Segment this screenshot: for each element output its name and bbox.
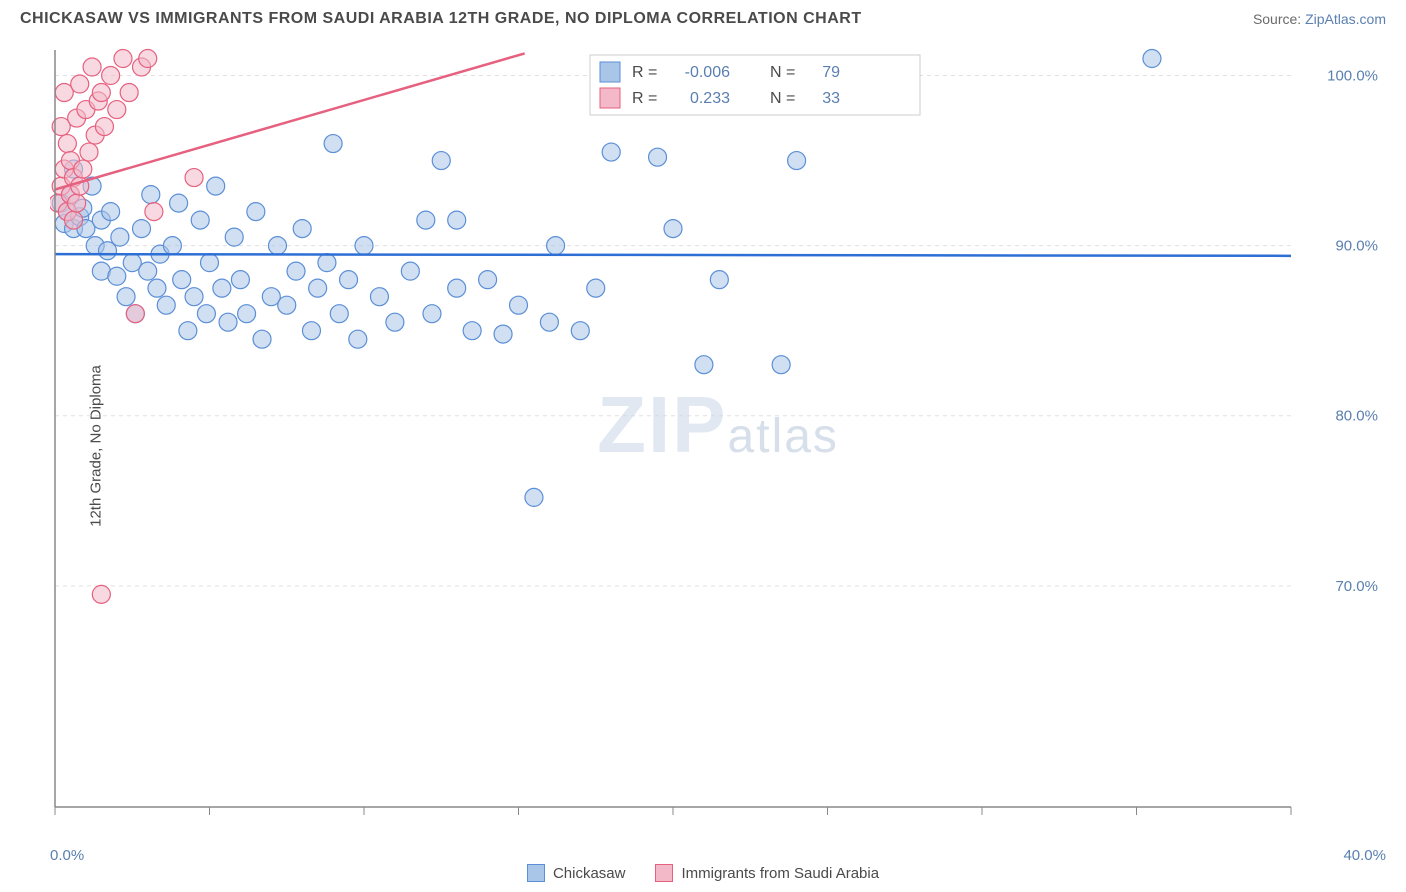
- svg-text:N =: N =: [770, 90, 795, 107]
- source-link[interactable]: ZipAtlas.com: [1305, 11, 1386, 27]
- source-prefix: Source:: [1253, 11, 1305, 27]
- plot-area: 70.0% 80.0% 90.0% 100.0% R = -0.006 N = 79 R = 0.…: [50, 45, 1386, 837]
- svg-text:79: 79: [822, 64, 840, 81]
- legend-item-saudi: Immigrants from Saudi Arabia: [655, 864, 879, 882]
- svg-text:0.233: 0.233: [690, 90, 730, 107]
- svg-text:-0.006: -0.006: [685, 64, 730, 81]
- legend-label-chickasaw: Chickasaw: [553, 865, 626, 882]
- scatter-plot-svg: 70.0% 80.0% 90.0% 100.0% R = -0.006 N = 79 R = 0.…: [50, 45, 1386, 837]
- svg-text:N =: N =: [770, 64, 795, 81]
- svg-text:80.0%: 80.0%: [1335, 408, 1378, 425]
- legend-bottom: Chickasaw Immigrants from Saudi Arabia: [0, 864, 1406, 882]
- svg-text:100.0%: 100.0%: [1327, 68, 1378, 85]
- chart-title: CHICKASAW VS IMMIGRANTS FROM SAUDI ARABI…: [20, 10, 862, 28]
- svg-text:33: 33: [822, 90, 840, 107]
- source-citation: Source: ZipAtlas.com: [1253, 11, 1386, 27]
- x-axis-max-label: 40.0%: [1343, 847, 1386, 864]
- legend-swatch-chickasaw: [527, 864, 545, 882]
- chart-header: CHICKASAW VS IMMIGRANTS FROM SAUDI ARABI…: [0, 0, 1406, 36]
- svg-text:90.0%: 90.0%: [1335, 238, 1378, 255]
- legend-swatch-saudi: [655, 864, 673, 882]
- svg-text:R =: R =: [632, 90, 657, 107]
- legend-label-saudi: Immigrants from Saudi Arabia: [681, 865, 879, 882]
- svg-text:R =: R =: [632, 64, 657, 81]
- svg-text:70.0%: 70.0%: [1335, 578, 1378, 595]
- legend-item-chickasaw: Chickasaw: [527, 864, 626, 882]
- x-axis-min-label: 0.0%: [50, 847, 84, 864]
